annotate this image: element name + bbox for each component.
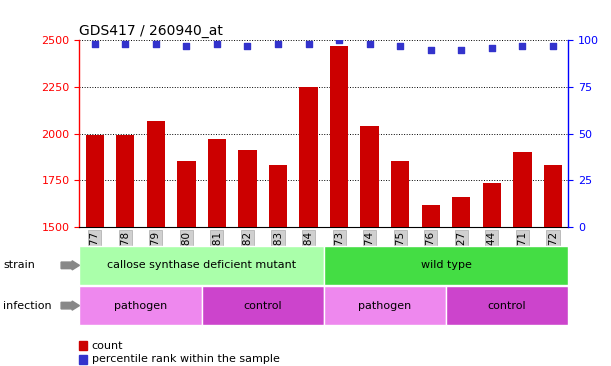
Text: control: control bbox=[243, 300, 282, 311]
Bar bbox=[324, 286, 446, 325]
Text: pathogen: pathogen bbox=[358, 300, 412, 311]
Bar bbox=[513, 152, 532, 227]
Bar bbox=[452, 197, 470, 227]
Bar bbox=[324, 246, 568, 285]
Bar bbox=[86, 135, 104, 227]
Text: callose synthase deficient mutant: callose synthase deficient mutant bbox=[107, 260, 296, 270]
Bar bbox=[79, 286, 202, 325]
Bar bbox=[330, 46, 348, 227]
Point bbox=[365, 41, 375, 47]
Text: control: control bbox=[488, 300, 527, 311]
Point bbox=[273, 41, 283, 47]
Point bbox=[334, 37, 344, 43]
Text: GDS417 / 260940_at: GDS417 / 260940_at bbox=[79, 24, 223, 38]
Text: wild type: wild type bbox=[420, 260, 472, 270]
Bar bbox=[116, 135, 134, 227]
Point bbox=[181, 43, 191, 49]
Bar bbox=[391, 161, 409, 227]
Point bbox=[518, 43, 527, 49]
Point bbox=[212, 41, 222, 47]
Bar bbox=[483, 183, 501, 227]
Point bbox=[487, 45, 497, 51]
Bar bbox=[446, 286, 568, 325]
Point bbox=[304, 41, 313, 47]
Bar bbox=[269, 165, 287, 227]
Point bbox=[456, 46, 466, 52]
Point bbox=[395, 43, 405, 49]
Text: count: count bbox=[92, 341, 123, 351]
Text: percentile rank within the sample: percentile rank within the sample bbox=[92, 354, 279, 365]
Text: infection: infection bbox=[3, 300, 52, 311]
Bar bbox=[422, 205, 440, 227]
Point bbox=[151, 41, 161, 47]
Bar bbox=[147, 120, 165, 227]
Point bbox=[243, 43, 252, 49]
Bar bbox=[238, 150, 257, 227]
Bar bbox=[208, 139, 226, 227]
Bar bbox=[79, 246, 324, 285]
Bar bbox=[299, 87, 318, 227]
Point bbox=[120, 41, 130, 47]
Text: pathogen: pathogen bbox=[114, 300, 167, 311]
Bar bbox=[202, 286, 324, 325]
Point bbox=[426, 46, 436, 52]
Bar bbox=[177, 161, 196, 227]
Text: strain: strain bbox=[3, 260, 35, 270]
Point bbox=[90, 41, 100, 47]
Bar bbox=[360, 126, 379, 227]
Point bbox=[548, 43, 558, 49]
Bar bbox=[544, 165, 562, 227]
